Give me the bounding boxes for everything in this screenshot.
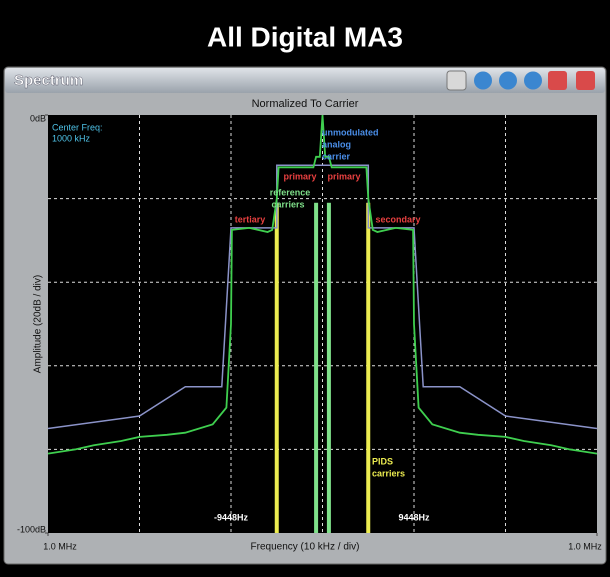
settings-button[interactable] [474, 71, 492, 90]
carrier-marker [274, 202, 279, 533]
y-tick-label: -100dB [17, 524, 46, 534]
annotation: -9448Hz [214, 512, 249, 522]
carrier-marker [314, 202, 319, 533]
annotation: tertiary [235, 214, 266, 224]
chart-title: Normalized To Carrier [252, 98, 359, 110]
annotation: carrier [322, 151, 351, 161]
annotation: reference [270, 187, 311, 197]
annotation: secondary [375, 214, 420, 224]
page-title: All Digital MA3 [207, 21, 403, 52]
series-line [47, 164, 598, 430]
annotation: analog [322, 139, 351, 149]
series-line [47, 114, 598, 455]
toolbar [446, 70, 595, 91]
annotation: primary [327, 171, 360, 181]
annotation: 9448Hz [398, 512, 430, 522]
next-button[interactable] [524, 71, 542, 90]
annotation: primary [283, 171, 316, 181]
carrier-marker [326, 202, 331, 533]
annotation: carriers [372, 468, 405, 478]
x-tick-label: 1.0 MHz [43, 541, 77, 551]
prev-button[interactable] [499, 71, 517, 90]
annotation: unmodulated [322, 127, 379, 137]
collapse-button[interactable] [548, 71, 567, 90]
window-title: Spectrum [14, 72, 83, 89]
annotation: carriers [271, 199, 304, 209]
y-tick-label: 0dB [30, 113, 46, 123]
x-tick-label: 1.0 MHz [568, 541, 602, 551]
close-button[interactable] [576, 71, 595, 90]
annotation: PIDS [372, 456, 393, 466]
annotation: Center Freq: [52, 122, 103, 132]
carrier-marker [366, 202, 371, 533]
y-axis-label: Amplitude (20dB / div) [33, 275, 44, 373]
antenna-button[interactable] [446, 70, 467, 91]
annotation: 1000 kHz [52, 133, 91, 143]
x-axis-label: Frequency (10 kHz / div) [251, 542, 360, 553]
